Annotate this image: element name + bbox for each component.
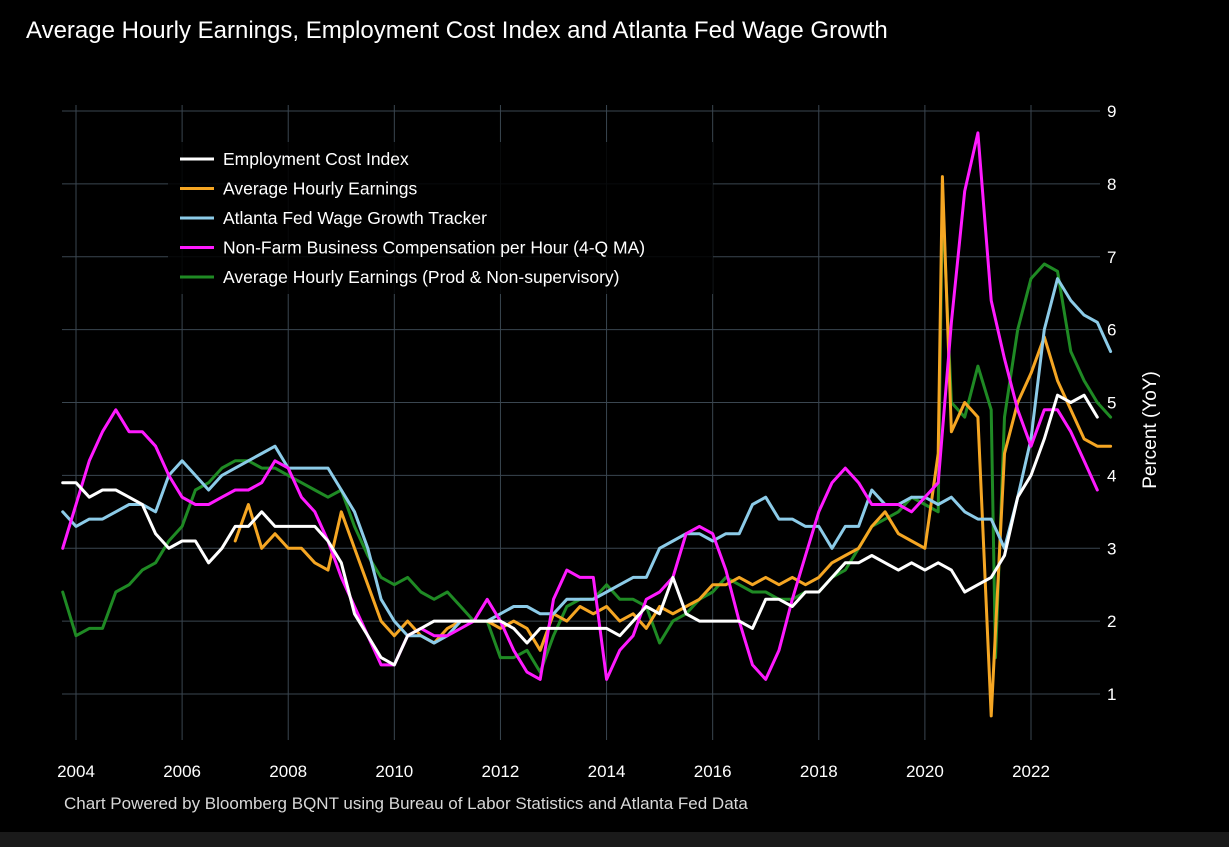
x-axis: 2004 2006 2008 2010 2012 2014 2016 2018 2020 2022 (57, 762, 1050, 781)
x-tick-label: 2006 (163, 762, 201, 781)
legend-label: Atlanta Fed Wage Growth Tracker (223, 208, 487, 228)
y-tick-label: 3 (1107, 539, 1116, 558)
y-axis-label: Percent (YoY) (1140, 371, 1161, 489)
x-tick-label: 2020 (906, 762, 944, 781)
series-line-atlanta-fed-wage-growth-tracker (61, 277, 1113, 645)
series-line-non-farm-business-compensation-per-hour-4-q-ma (61, 131, 1099, 681)
x-tick-label: 2016 (694, 762, 732, 781)
legend: Employment Cost Index Average Hourly Earn… (168, 142, 713, 294)
series-line-employment-cost-index (61, 393, 1099, 667)
x-tick-label: 2022 (1012, 762, 1050, 781)
x-tick-label: 2018 (800, 762, 838, 781)
y-tick-label: 7 (1107, 248, 1116, 267)
y-tick-label: 2 (1107, 612, 1116, 631)
y-tick-label: 1 (1107, 685, 1116, 704)
x-tick-label: 2008 (269, 762, 307, 781)
bottom-bar (0, 832, 1229, 847)
legend-label: Employment Cost Index (223, 149, 409, 169)
y-tick-label: 8 (1107, 175, 1116, 194)
series-layer (61, 131, 1113, 718)
y-tick-label: 6 (1107, 321, 1116, 340)
legend-label: Non-Farm Business Compensation per Hour … (223, 238, 645, 258)
legend-label: Average Hourly Earnings (Prod & Non-supe… (223, 267, 620, 287)
x-tick-label: 2012 (482, 762, 520, 781)
y-tick-label: 4 (1107, 466, 1116, 485)
x-tick-label: 2014 (588, 762, 626, 781)
y-tick-label: 9 (1107, 102, 1116, 121)
legend-label: Average Hourly Earnings (223, 179, 417, 199)
x-tick-label: 2010 (375, 762, 413, 781)
series-line-average-hourly-earnings (233, 175, 1113, 718)
chart-title: Average Hourly Earnings, Employment Cost… (26, 17, 888, 44)
x-tick-label: 2004 (57, 762, 95, 781)
y-axis: 1 2 3 4 5 6 7 8 9 (1107, 102, 1116, 704)
legend-box (168, 142, 713, 294)
y-tick-label: 5 (1107, 394, 1116, 413)
source-footnote: Chart Powered by Bloomberg BQNT using Bu… (64, 794, 748, 813)
